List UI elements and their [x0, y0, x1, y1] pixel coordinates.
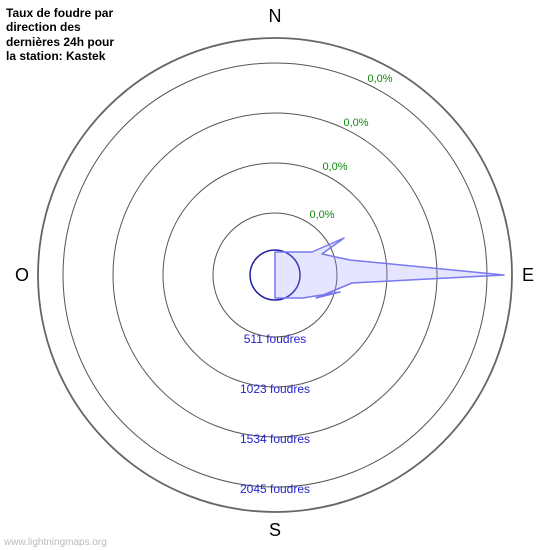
pct-label: 0,0% — [343, 117, 368, 129]
foudre-label: 1023 foudres — [240, 382, 310, 396]
pct-label: 0,0% — [367, 73, 392, 85]
lightning-rose-shape — [275, 238, 504, 298]
cardinal-e: E — [522, 265, 534, 285]
cardinal-s: S — [269, 520, 281, 540]
pct-label: 0,0% — [322, 161, 347, 173]
foudre-label: 1534 foudres — [240, 432, 310, 446]
pct-label: 0,0% — [309, 209, 334, 221]
cardinal-n: N — [269, 6, 282, 26]
cardinal-w: O — [15, 265, 29, 285]
polar-chart: N E S O 0,0% 0,0% 0,0% 0,0% 511 foudres 1023 fo… — [0, 0, 550, 550]
foudre-label: 511 foudres — [244, 332, 307, 346]
foudre-label: 2045 foudres — [240, 482, 310, 496]
